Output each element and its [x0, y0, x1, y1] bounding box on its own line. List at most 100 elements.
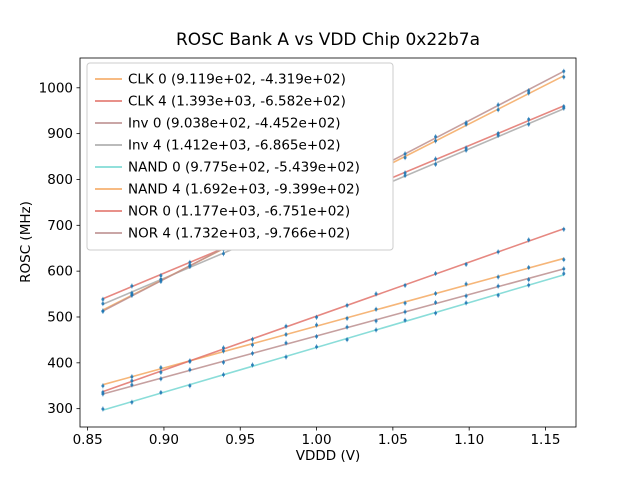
data-point [284, 341, 288, 345]
data-point [434, 300, 438, 304]
data-point [403, 310, 407, 314]
data-point [221, 373, 225, 377]
data-point [130, 293, 134, 297]
data-point [221, 360, 225, 364]
chart-title: ROSC Bank A vs VDD Chip 0x22b7a [175, 30, 481, 50]
data-point [159, 391, 163, 395]
data-point [403, 283, 407, 287]
data-point [403, 171, 407, 175]
data-point [464, 282, 468, 286]
data-point [562, 258, 566, 262]
data-point [315, 335, 319, 339]
x-tick-label: 0.85 [73, 432, 103, 448]
data-point [562, 106, 566, 110]
legend-label-5: NAND 4 (1.692e+03, -9.399e+02) [128, 182, 360, 198]
data-point [101, 407, 105, 411]
series-line-NOR-0 [102, 227, 565, 393]
data-point [496, 275, 500, 279]
data-point [374, 328, 378, 332]
data-point [345, 325, 349, 329]
data-point [130, 383, 134, 387]
data-point [562, 75, 566, 79]
data-point [496, 284, 500, 288]
y-tick-label: 1000 [39, 80, 73, 96]
x-tick-label: 1.00 [302, 432, 332, 448]
data-point [527, 238, 531, 242]
series-line-CLK-0 [102, 257, 565, 386]
data-point [434, 139, 438, 143]
data-point [527, 122, 531, 126]
data-point [434, 311, 438, 315]
data-point [434, 292, 438, 296]
data-point [159, 279, 163, 283]
x-axis-label: VDDD (V) [295, 448, 361, 464]
data-point [403, 156, 407, 160]
data-point [159, 274, 163, 278]
legend-label-1: CLK 4 (1.393e+03, -6.582e+02) [128, 94, 346, 110]
data-point [101, 384, 105, 388]
data-point [315, 315, 319, 319]
y-tick-label: 400 [47, 355, 73, 371]
data-point [562, 227, 566, 231]
legend-label-7: NOR 4 (1.732e+03, -9.766e+02) [128, 226, 350, 242]
legend-label-3: Inv 4 (1.412e+03, -6.865e+02) [128, 138, 341, 154]
data-point [374, 319, 378, 323]
series-line-Inv-0 [102, 268, 565, 395]
data-point [250, 343, 254, 347]
data-point [562, 69, 566, 73]
data-point [315, 345, 319, 349]
data-point [345, 338, 349, 342]
data-point [562, 272, 566, 276]
legend-label-6: NOR 0 (1.177e+03, -6.751e+02) [128, 204, 350, 220]
data-point [374, 307, 378, 311]
data-point [403, 173, 407, 177]
data-point [464, 148, 468, 152]
legend-box [86, 62, 394, 251]
data-point [284, 355, 288, 359]
data-point [188, 263, 192, 267]
series-line-NAND-0 [102, 274, 565, 411]
y-axis-label: ROSC (MHz) [18, 201, 34, 283]
data-point [250, 363, 254, 367]
data-point [159, 370, 163, 374]
data-point [403, 152, 407, 156]
data-point [527, 89, 531, 93]
x-tick-label: 1.10 [454, 432, 484, 448]
data-point [434, 162, 438, 166]
data-point [130, 400, 134, 404]
x-tick-label: 1.05 [378, 432, 408, 448]
data-point [374, 292, 378, 296]
data-point [464, 294, 468, 298]
x-tick-label: 0.95 [225, 432, 255, 448]
data-point [562, 267, 566, 271]
data-point [188, 359, 192, 363]
data-point [527, 283, 531, 287]
data-point [434, 271, 438, 275]
data-point [496, 293, 500, 297]
y-tick-label: 900 [47, 126, 73, 142]
x-tick-label: 0.90 [149, 432, 179, 448]
y-tick-label: 800 [47, 172, 73, 188]
data-point [527, 278, 531, 282]
data-point [496, 250, 500, 254]
data-point [527, 117, 531, 121]
data-point [221, 346, 225, 350]
legend-label-4: NAND 0 (9.775e+02, -5.439e+02) [128, 160, 360, 176]
data-point [250, 337, 254, 341]
y-tick-label: 300 [47, 401, 73, 417]
data-point [188, 384, 192, 388]
legend-label-2: Inv 0 (9.038e+02, -4.452e+02) [128, 116, 341, 132]
data-point [188, 260, 192, 264]
data-point [221, 349, 225, 353]
data-point [101, 309, 105, 313]
x-tick-label: 1.15 [530, 432, 560, 448]
data-point [101, 297, 105, 301]
data-point [434, 135, 438, 139]
y-tick-label: 700 [47, 218, 73, 234]
data-point [101, 390, 105, 394]
data-point [188, 368, 192, 372]
data-point [159, 366, 163, 370]
data-point [496, 108, 500, 112]
